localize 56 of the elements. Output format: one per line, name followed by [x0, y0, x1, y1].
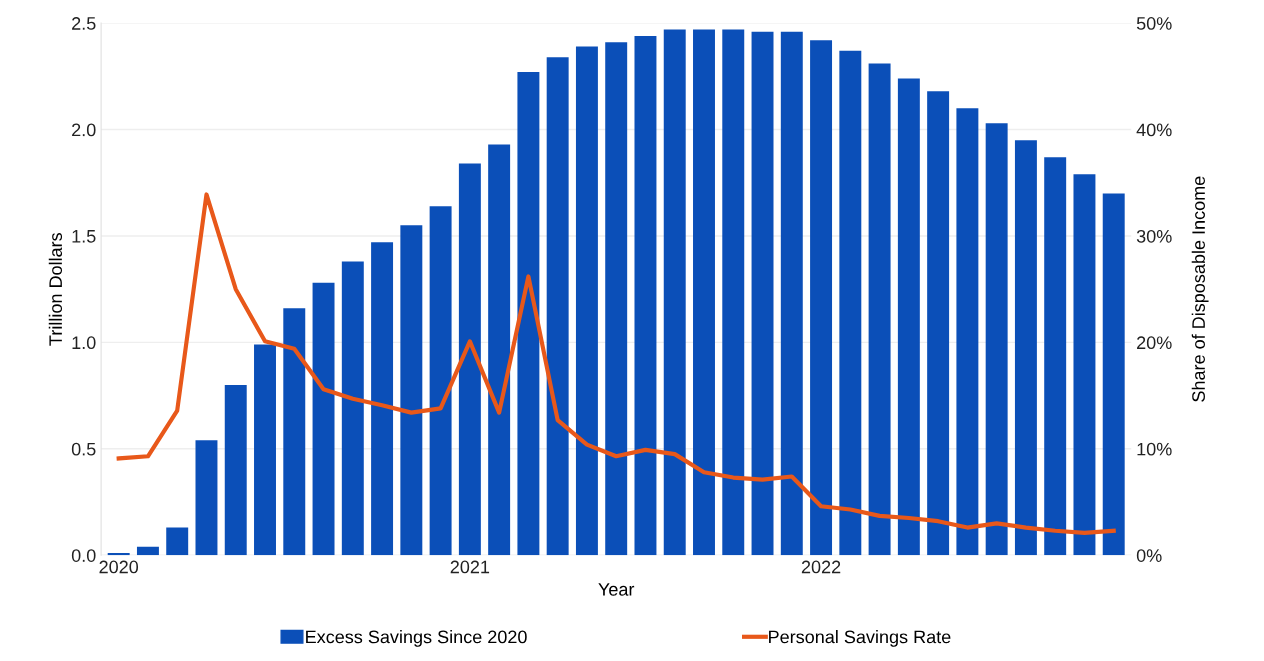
bar — [166, 527, 189, 556]
line-series — [116, 192, 1116, 535]
bar — [341, 261, 364, 556]
x-tick-label: 2022 — [801, 560, 841, 574]
bar — [722, 29, 745, 556]
legend-label: Personal Savings Rate — [769, 630, 951, 647]
y-axis-title: Trillion Dollars — [48, 232, 63, 346]
bar — [546, 57, 569, 556]
bar — [780, 31, 803, 556]
y2-axis-title: Share of Disposable Income — [1191, 176, 1209, 402]
bar — [1102, 193, 1125, 556]
y-tick-label: 2.0 — [72, 123, 96, 137]
y2-tick-label: 50% — [1136, 17, 1172, 30]
bar — [956, 108, 979, 556]
x-tick-label: 2020 — [99, 560, 139, 574]
y-tick-label: 0.0 — [71, 549, 96, 562]
bar — [107, 553, 130, 556]
bar — [1044, 157, 1067, 556]
bar — [195, 440, 218, 556]
bar — [868, 63, 891, 556]
bar — [751, 31, 774, 556]
bar — [575, 46, 598, 556]
y2-tick-label: 0% — [1136, 549, 1162, 562]
bar — [254, 344, 276, 556]
y2-tick-label: 20% — [1137, 336, 1172, 350]
bar — [312, 282, 335, 556]
bar — [634, 35, 657, 556]
bar — [839, 50, 862, 556]
bar — [458, 163, 481, 556]
bar — [224, 384, 247, 556]
bar — [810, 40, 833, 556]
bar — [1014, 140, 1037, 556]
bar — [283, 308, 306, 556]
y-tick-label: 1.0 — [72, 336, 96, 350]
y-tick-label: 2.5 — [72, 17, 96, 30]
x-axis-title: Year — [598, 583, 635, 596]
bar — [663, 29, 686, 556]
bar — [371, 242, 394, 556]
bar — [517, 72, 540, 556]
y2-tick-label: 30% — [1136, 229, 1172, 243]
bar — [897, 78, 920, 556]
y-tick-label: 0.5 — [71, 442, 96, 456]
bar — [488, 144, 511, 556]
y2-tick-label: 10% — [1137, 442, 1172, 456]
bar — [429, 206, 452, 556]
bar — [693, 29, 715, 556]
y2-tick-label: 40% — [1136, 123, 1172, 137]
bar — [1073, 174, 1096, 556]
bar — [605, 42, 628, 556]
bar — [927, 91, 950, 556]
bar — [400, 225, 423, 556]
legend-label: Excess Savings Since 2020 — [306, 630, 527, 647]
y-tick-label: 1.5 — [72, 230, 96, 243]
bar — [136, 546, 159, 556]
bar — [985, 123, 1008, 556]
x-tick-label: 2021 — [450, 560, 490, 574]
